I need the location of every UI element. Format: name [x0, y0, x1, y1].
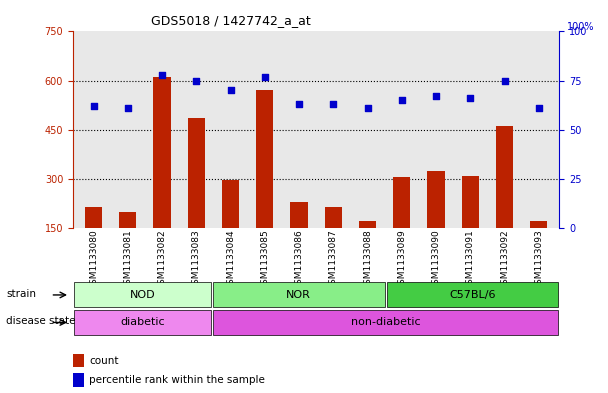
Bar [256, 90, 274, 228]
Text: GSM1133091: GSM1133091 [466, 229, 475, 290]
Point [500, 77, 510, 84]
Bar [222, 180, 239, 228]
Point [363, 105, 373, 111]
Text: GSM1133083: GSM1133083 [192, 229, 201, 290]
Bar [188, 118, 205, 228]
Text: GSM1133082: GSM1133082 [157, 229, 167, 290]
Bar [213, 282, 385, 307]
Bar [74, 282, 211, 307]
Bar [461, 176, 479, 228]
Point [294, 101, 304, 107]
Point [534, 105, 544, 111]
Bar [427, 171, 444, 228]
Text: GSM1133081: GSM1133081 [123, 229, 133, 290]
Text: C57BL/6: C57BL/6 [449, 290, 496, 300]
Text: diabetic: diabetic [120, 317, 165, 327]
Bar [496, 127, 513, 228]
Point [89, 103, 98, 109]
Text: GSM1133087: GSM1133087 [329, 229, 338, 290]
Text: NOR: NOR [286, 290, 311, 300]
Bar [325, 207, 342, 228]
Bar [73, 373, 85, 387]
Bar [213, 310, 558, 334]
Text: GSM1133093: GSM1133093 [534, 229, 544, 290]
Text: count: count [89, 356, 119, 366]
Text: GSM1133089: GSM1133089 [397, 229, 406, 290]
Text: percentile rank within the sample: percentile rank within the sample [89, 375, 265, 386]
Bar [359, 221, 376, 228]
Point [123, 105, 133, 111]
Text: non-diabetic: non-diabetic [351, 317, 421, 327]
Point [328, 101, 338, 107]
Text: GSM1133085: GSM1133085 [260, 229, 269, 290]
Point [192, 77, 201, 84]
Text: disease state: disease state [6, 316, 75, 327]
Bar [74, 310, 211, 334]
Text: GSM1133080: GSM1133080 [89, 229, 98, 290]
Text: GSM1133084: GSM1133084 [226, 229, 235, 290]
Text: 100%: 100% [567, 22, 594, 32]
Text: GSM1133092: GSM1133092 [500, 229, 509, 290]
Bar [530, 221, 547, 228]
Bar [73, 354, 85, 367]
Text: GSM1133086: GSM1133086 [294, 229, 303, 290]
Bar [387, 282, 558, 307]
Bar [119, 211, 136, 228]
Point [226, 87, 235, 94]
Bar [393, 177, 410, 228]
Text: GDS5018 / 1427742_a_at: GDS5018 / 1427742_a_at [151, 14, 311, 27]
Bar [85, 207, 102, 228]
Point [466, 95, 475, 101]
Text: NOD: NOD [130, 290, 155, 300]
Point [431, 93, 441, 99]
Text: GSM1133088: GSM1133088 [363, 229, 372, 290]
Text: GSM1133090: GSM1133090 [432, 229, 441, 290]
Bar [291, 202, 308, 228]
Bar [153, 77, 171, 228]
Text: strain: strain [6, 289, 36, 299]
Point [157, 72, 167, 78]
Point [260, 73, 269, 80]
Point [397, 97, 407, 103]
